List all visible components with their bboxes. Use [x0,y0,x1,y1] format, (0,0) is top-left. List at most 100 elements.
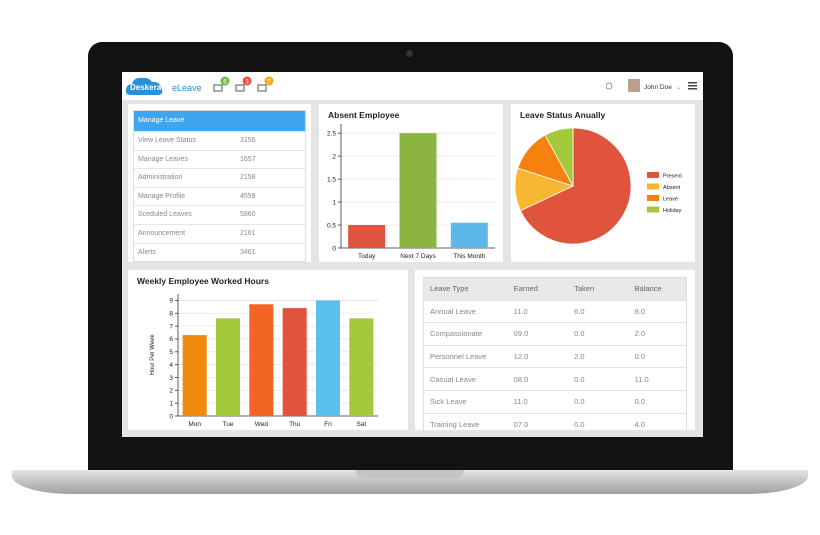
bar [216,318,240,416]
menu-label: Alerts [138,248,156,256]
x-tick-label: Sat [356,421,366,428]
menu-label: Administration [138,174,183,182]
menu-item[interactable]: Sceduled Leaves 5860 [134,205,305,224]
y-tick-label: 0 [169,413,173,420]
badge-count: 7 [267,79,271,85]
badge [242,76,252,86]
y-tick-label: 1 [332,199,336,206]
pie-slice [519,127,632,245]
x-tick-label: This Month [453,253,486,260]
menu-label: Announcement [138,229,186,237]
table-cell: 12.0 [507,345,569,369]
leave-table: Leave Type Earned Taken Balance Annual Leave… [423,277,687,437]
table-row: Compassionate 09.0 0.0 2.0 [423,322,687,346]
menu-count: 2158 [240,174,256,182]
table-cell: 09.0 [507,322,569,346]
x-tick-label: Thu [289,421,301,428]
camera [406,50,413,57]
chart-title: Leave Status Anually [520,110,606,120]
menu-item[interactable]: Alerts 3461 [134,242,305,262]
notification-icon[interactable]: 3 [234,75,254,95]
table-cell: 2.0 [568,345,629,369]
table-cell: Personnel Leave [423,345,508,369]
bar [282,308,307,416]
table-row: Annual Leave 11.0 6.0 8.0 [423,300,687,324]
menu-item[interactable]: View Leave Status 3156 [134,131,305,150]
bar [182,335,207,416]
table-cell: 0.0 [628,345,687,369]
legend-label: Holiday [663,208,682,214]
logo[interactable]: Deskera eLeave [125,75,211,97]
table-cell: Compassionate [423,322,508,346]
table-cell: Annual Leave [423,300,508,324]
badge [264,76,274,86]
app-name: eLeave [172,83,202,93]
bar [316,300,340,416]
menu-item[interactable]: Manage Profile 4559 [134,186,305,206]
table-cell: Sick Leave [423,390,508,414]
y-tick-label: 2 [169,388,173,395]
table-row: Personnel Leave 12.0 2.0 0.0 [423,345,687,369]
chart-title: Weekly Employee Worked Hours [137,276,269,286]
table-cell: 6.0 [568,300,629,324]
table-cell: 0.0 [568,390,629,414]
table-cell: 0.0 [568,322,629,346]
menu-count: 3156 [240,137,256,144]
table-cell: 4.0 [628,413,687,437]
menu-item[interactable]: Administration 2158 [134,168,305,187]
logo-text: Deskera [130,83,162,92]
x-tick-label: Tue [223,421,234,428]
bar [450,222,488,248]
table-cell: 11.0 [507,390,569,414]
y-tick-label: 9 [169,298,173,305]
table-cell: Training Leave [423,413,508,437]
y-tick-label: 1.5 [327,176,336,183]
notification-icon[interactable]: 6 [212,75,232,95]
menu-item[interactable]: Manage Leaves 1657 [134,149,305,169]
icon [213,84,223,92]
table-cell: 8.0 [628,300,687,324]
y-tick-label: 3 [169,375,173,382]
bar [249,304,274,416]
notification-icon[interactable]: 7 [256,75,276,95]
menu-panel: Manage Leave View Leave Status 3156 Manage … [128,104,311,263]
y-tick-label: 0.5 [327,222,336,229]
user-name: John Doe [644,84,672,91]
y-tick-label: 4 [169,362,173,369]
menu-count: 3461 [240,248,256,256]
table-row: Sick Leave 11.0 0.0 0.0 [423,390,687,414]
column-header: Taken [568,277,629,301]
legend-swatch [647,183,659,190]
y-tick-label: 0 [332,245,336,252]
y-tick-label: 2 [332,153,336,160]
menu-count: 2161 [240,229,256,237]
column-header: Balance [628,277,687,301]
y-tick-label: 8 [169,311,173,318]
menu-label: Manage Profile [138,192,186,200]
x-tick-label: Wed [255,421,269,428]
top-bar: Deskera eLeave John Doe ⌄ 6 3 7 [122,72,703,100]
icon [235,84,245,92]
table-cell: 11.0 [507,300,569,324]
table-cell: 07.0 [507,413,569,437]
badge-count: 6 [223,79,227,85]
user-area[interactable]: John Doe ⌄ [606,78,701,94]
app-screen: Deskera eLeave John Doe ⌄ 6 3 7 Manage Lea… [122,72,703,437]
menu: Manage Leave View Leave Status 3156 Manage … [133,110,306,263]
x-tick-label: Fri [324,421,332,428]
table-cell: 0.0 [568,413,629,437]
menu-header[interactable]: Manage Leave [134,111,305,131]
y-tick-label: 6 [169,336,173,343]
icon [257,84,267,92]
menu-count: 5860 [240,211,256,219]
menu-item[interactable]: Announcement 2161 [134,223,305,243]
menu-label: Manage Leaves [138,155,188,163]
table-row: Training Leave 07.0 0.0 4.0 [423,413,687,437]
badge-count: 3 [245,79,249,85]
header-row: Leave Type Earned Taken Balance [423,277,687,301]
menu-count: 4559 [240,192,256,200]
menu-label: View Leave Status [138,137,196,144]
bar [349,318,374,416]
table-panel: Leave Type Earned Taken Balance Annual Leave… [415,270,695,437]
table-cell: 0.0 [628,390,687,414]
